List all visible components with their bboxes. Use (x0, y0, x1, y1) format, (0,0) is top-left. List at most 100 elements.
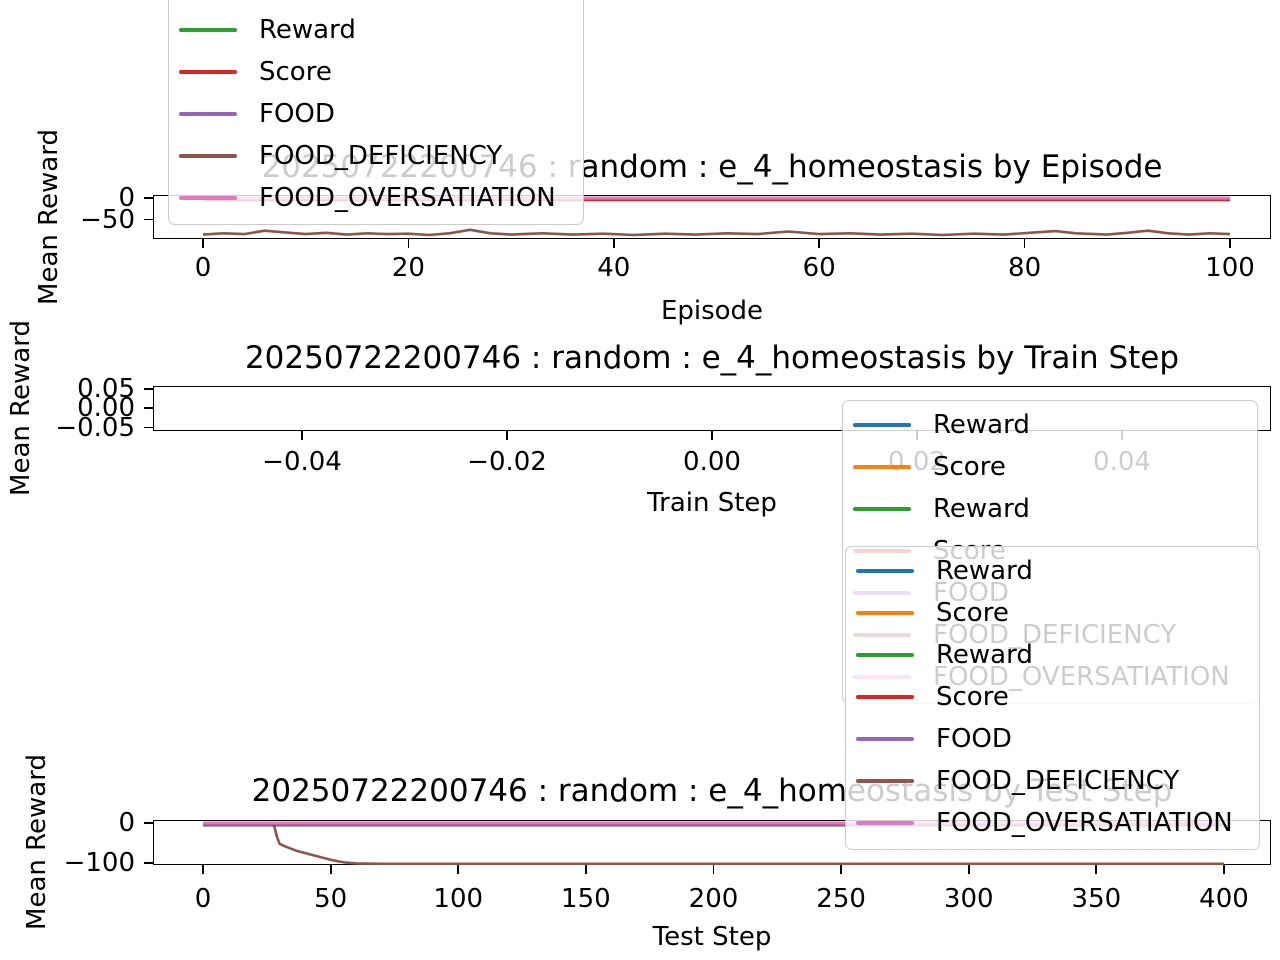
x-tick-label: 0 (194, 253, 212, 283)
legend-line-swatch (853, 423, 911, 427)
y-tick-mark (144, 822, 153, 824)
x-tick-mark (612, 239, 615, 248)
legend-label: FOOD_DEFICIENCY (936, 766, 1180, 796)
train-step-plot-title: 20250722200746 : random : e_4_homeostasi… (244, 340, 1180, 376)
legend-entry-FOOD_OVERSATIATION: FOOD_OVERSATIATION (169, 177, 583, 219)
legend-label: Reward (933, 410, 1030, 440)
legend-label: Score (933, 452, 1006, 482)
legend-line-swatch (856, 611, 914, 615)
x-tick-label: 0.00 (683, 447, 741, 477)
y-tick-label: 0.00 (77, 393, 135, 424)
legend-line-swatch (856, 569, 914, 573)
legend-line-swatch (856, 779, 914, 783)
legend-label: FOOD (259, 99, 335, 129)
x-tick-label: 150 (561, 884, 611, 914)
x-tick-mark (329, 865, 332, 874)
legend-label: FOOD_OVERSATIATION (259, 183, 556, 213)
y-tick-label: −0.05 (55, 412, 135, 443)
episode-yaxis-label: Mean Reward (34, 129, 64, 305)
legend-label: FOOD_OVERSATIATION (936, 808, 1233, 838)
x-tick-mark (840, 865, 843, 874)
legend-entry-Score: Score (846, 592, 1259, 634)
legend-label: Reward (259, 15, 356, 45)
legend-entry-Reward: Reward (843, 404, 1257, 446)
x-tick-mark (202, 865, 204, 874)
legend-entry-Reward: Reward (846, 550, 1259, 592)
x-tick-label: 60 (802, 253, 836, 283)
x-tick-label: 0 (194, 884, 212, 914)
x-tick-mark (457, 865, 460, 874)
episode-xaxis-label: Episode (660, 296, 764, 326)
legend-entry-Reward: Reward (843, 488, 1257, 530)
y-tick-label: 0.05 (77, 374, 135, 404)
x-tick-label: 250 (816, 884, 866, 914)
axes-train-step (153, 386, 1271, 431)
legend-label: Reward (936, 640, 1033, 670)
x-tick-mark (506, 431, 508, 440)
y-tick-label: −50 (80, 204, 135, 235)
legend-line-swatch (179, 70, 237, 74)
legend-entry-FOOD_OVERSATIATION: FOOD_OVERSATIATION (846, 802, 1259, 844)
x-tick-label: 50 (314, 884, 348, 914)
legend-label: Score (936, 598, 1009, 628)
legend-entry-FOOD: FOOD (169, 93, 583, 135)
legend-line-swatch (856, 653, 914, 657)
x-tick-label: −0.02 (467, 447, 547, 477)
legend-label: FOOD_DEFICIENCY (259, 141, 503, 171)
legend-entry-Score: Score (169, 51, 583, 93)
x-tick-mark (818, 239, 821, 248)
legend-line-swatch (856, 695, 914, 699)
legend-label: Reward (936, 556, 1033, 586)
x-tick-mark (1023, 239, 1026, 248)
x-tick-mark (967, 865, 970, 874)
y-tick-mark (144, 426, 153, 429)
episode-legend: Reward Score FOOD FOOD_DEFICIENCY FOOD_OVERS… (168, 0, 584, 225)
x-tick-mark (1229, 239, 1231, 248)
x-tick-mark (584, 865, 587, 874)
y-tick-mark (144, 862, 153, 864)
legend-label: FOOD (936, 724, 1012, 754)
y-tick-label: −100 (63, 848, 135, 878)
y-tick-mark (144, 218, 153, 221)
test-step-xaxis-label: Test Step (652, 922, 772, 952)
legend-label: Score (259, 57, 332, 87)
x-tick-mark (712, 865, 715, 874)
test-step-legend: Reward Score Reward Score FOOD FOOD_DEFICIENC… (845, 546, 1260, 850)
y-tick-mark (144, 388, 153, 390)
legend-line-swatch (179, 28, 237, 32)
x-tick-mark (1223, 865, 1225, 874)
legend-entry-FOOD_DEFICIENCY: FOOD_DEFICIENCY (846, 760, 1259, 802)
y-tick-mark (144, 407, 153, 410)
train-step-yaxis-label: Mean Reward (6, 320, 36, 496)
legend-entry-Reward: Reward (169, 9, 583, 51)
x-tick-mark (711, 431, 713, 440)
y-tick-label: 0 (118, 183, 135, 213)
legend-line-swatch (179, 112, 237, 116)
x-tick-mark (1095, 865, 1098, 874)
legend-entry-FOOD: FOOD (846, 718, 1259, 760)
x-tick-mark (202, 239, 204, 248)
legend-line-swatch (179, 154, 237, 158)
y-tick-mark (144, 197, 153, 199)
x-tick-mark (301, 431, 303, 440)
y-tick-label: 0 (118, 808, 135, 838)
x-tick-label: 350 (1071, 884, 1122, 914)
x-tick-label: 100 (433, 884, 484, 914)
test-step-yaxis-label: Mean Reward (22, 754, 52, 930)
legend-line-swatch (856, 821, 914, 825)
x-tick-label: −0.04 (262, 447, 342, 477)
legend-line-swatch (856, 737, 914, 741)
legend-line-swatch (179, 196, 237, 200)
x-tick-mark (407, 239, 410, 248)
train-step-xaxis-label: Train Step (647, 488, 777, 518)
legend-label: Score (936, 682, 1009, 712)
x-tick-label: 80 (1008, 253, 1042, 283)
x-tick-label: 40 (597, 253, 631, 283)
x-tick-label: 300 (943, 884, 994, 914)
x-tick-label: 100 (1205, 253, 1255, 283)
legend-line-swatch (853, 465, 911, 469)
legend-line-swatch (853, 507, 911, 511)
legend-entry-Reward: Reward (846, 634, 1259, 676)
legend-entry-Score: Score (843, 446, 1257, 488)
